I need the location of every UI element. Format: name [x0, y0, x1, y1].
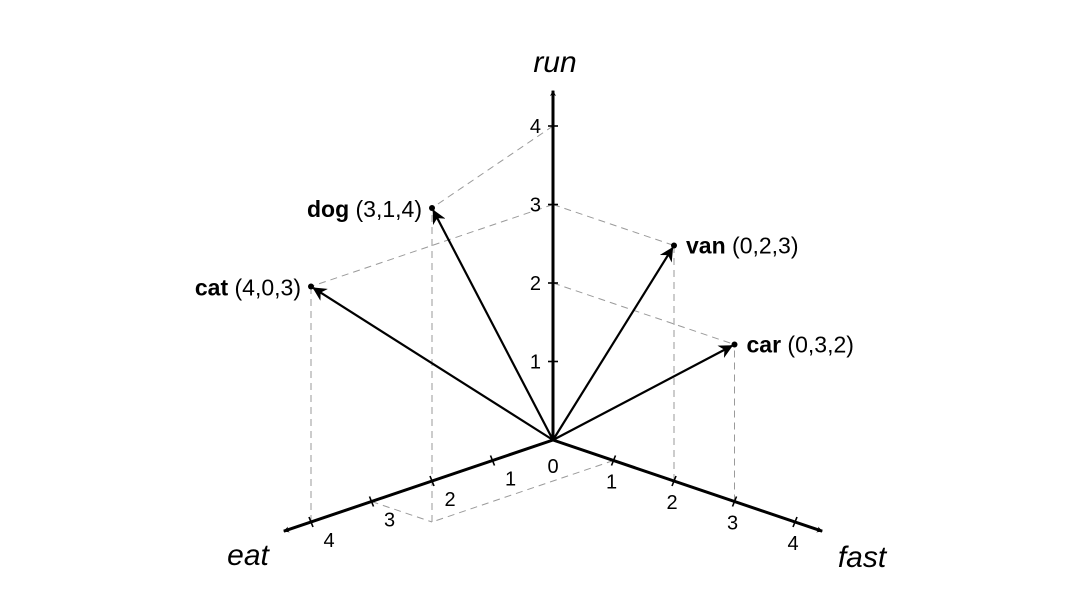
- tick-label-fast-4: 4: [787, 533, 798, 555]
- vector-dog: [432, 209, 554, 441]
- tick-label-run-2: 2: [530, 273, 541, 295]
- point-label-van: van (0,2,3): [686, 233, 799, 259]
- projection-guides: [310, 125, 735, 523]
- tick-label-run-4: 4: [530, 116, 541, 138]
- guide-run-van: [552, 204, 675, 246]
- point-name-car: car: [747, 332, 782, 358]
- point-name-van: van: [686, 233, 726, 259]
- guide-floor-fast-dog: [431, 460, 614, 523]
- point-name-dog: dog: [307, 196, 349, 222]
- tick-fast-2: [671, 475, 677, 487]
- axis-label-eat: eat: [227, 539, 270, 572]
- point-label-car: car (0,3,2): [747, 332, 854, 358]
- point-label-dog: dog (3,1,4): [307, 196, 422, 222]
- axis-label-run: run: [533, 46, 576, 79]
- axis-label-fast: fast: [838, 541, 888, 574]
- tick-fast-3: [731, 496, 738, 507]
- tick-label-eat-2: 2: [444, 489, 455, 511]
- axis-eat: [283, 438, 554, 533]
- tick-eat-4: [308, 516, 314, 528]
- guide-run-car: [552, 282, 735, 345]
- point-coords-car: (0,3,2): [781, 332, 854, 358]
- point-cat: [308, 283, 314, 290]
- axes: [283, 90, 823, 533]
- point-dog: [429, 205, 435, 211]
- vector-cat: [312, 287, 554, 441]
- origin-label: 0: [547, 456, 558, 478]
- tick-label-fast-2: 2: [666, 492, 677, 514]
- tick-eat-3: [368, 496, 375, 507]
- vector-van: [552, 246, 674, 441]
- point-name-cat: cat: [195, 275, 229, 301]
- axis-fast: [552, 438, 823, 533]
- tick-label-fast-1: 1: [606, 472, 617, 494]
- tick-label-eat-4: 4: [323, 530, 334, 552]
- tick-label-fast-3: 3: [727, 513, 738, 535]
- point-van: [671, 242, 677, 249]
- tick-fast-1: [610, 455, 617, 466]
- point-coords-cat: (4,0,3): [228, 275, 301, 301]
- tick-label-eat-3: 3: [384, 510, 395, 532]
- guide-floor-eat-dog: [371, 501, 433, 523]
- tick-eat-1: [489, 455, 496, 466]
- guide-run-dog: [431, 125, 554, 209]
- vector-car: [552, 344, 734, 441]
- tick-eat-2: [429, 475, 435, 487]
- tick-label-run-3: 3: [530, 195, 541, 217]
- tick-label-run-1: 1: [530, 352, 541, 374]
- point-coords-van: (0,2,3): [726, 233, 799, 259]
- axis-ticks: 1 1 1 2 2 2 3 3 3 4 4 4: [308, 116, 799, 555]
- word-vectors: [308, 205, 738, 441]
- tick-fast-4: [792, 516, 798, 528]
- point-label-cat: cat (4,0,3): [195, 275, 301, 301]
- point-labels: dog (3,1,4) cat (4,0,3) van (0,2,3) car (0,…: [195, 196, 854, 358]
- point-coords-dog: (3,1,4): [349, 196, 422, 222]
- tick-label-eat-1: 1: [505, 469, 516, 491]
- guide-run-cat: [310, 204, 554, 287]
- point-car: [731, 341, 738, 348]
